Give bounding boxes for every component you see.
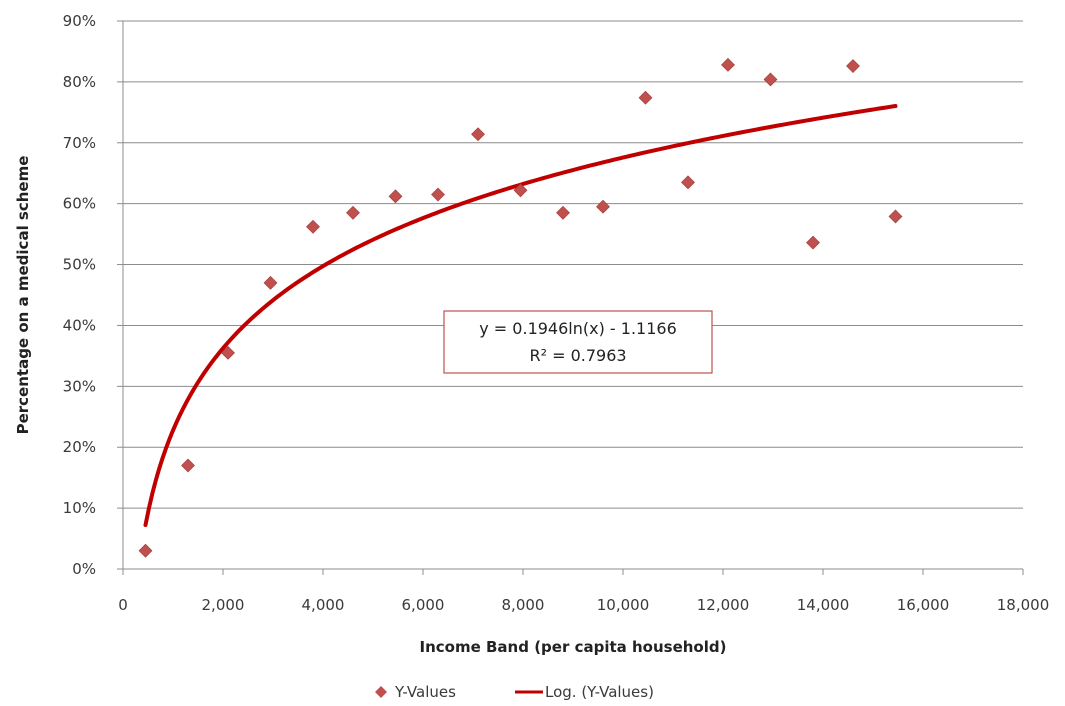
x-tick-label: 4,000 bbox=[302, 596, 345, 614]
x-tick-label: 18,000 bbox=[997, 596, 1050, 614]
r-squared-label: R² = 0.7963 bbox=[529, 346, 626, 365]
y-tick-label: 40% bbox=[63, 316, 96, 334]
data-point bbox=[596, 199, 610, 214]
gridlines bbox=[117, 20, 1023, 570]
legend-label-log-trend: Log. (Y-Values) bbox=[545, 683, 654, 701]
data-point bbox=[556, 205, 570, 220]
x-tick-label: 8,000 bbox=[502, 596, 545, 614]
data-point bbox=[681, 175, 695, 190]
data-point bbox=[346, 205, 360, 220]
data-point bbox=[431, 187, 445, 202]
x-tick-label: 14,000 bbox=[797, 596, 850, 614]
data-point bbox=[181, 458, 195, 473]
y-tick-label: 20% bbox=[63, 438, 96, 456]
data-point bbox=[721, 57, 735, 72]
y-tick-label: 50% bbox=[63, 256, 96, 274]
y-tick-label: 90% bbox=[63, 12, 96, 30]
trendline-equation: y = 0.1946ln(x) - 1.1166 bbox=[479, 319, 677, 338]
legend-label-y-values: Y-Values bbox=[394, 683, 456, 701]
scatter-points bbox=[138, 57, 903, 558]
y-tick-label: 0% bbox=[72, 560, 96, 578]
data-point bbox=[806, 235, 820, 250]
data-point bbox=[221, 345, 235, 360]
y-tick-labels: 0% 10% 20% 30% 40% 50% 60% 70% 80% 90% bbox=[63, 12, 96, 578]
data-point bbox=[388, 189, 403, 204]
x-tick-label: 6,000 bbox=[402, 596, 445, 614]
x-tick-label: 2,000 bbox=[202, 596, 245, 614]
data-point bbox=[638, 90, 653, 105]
data-point bbox=[513, 183, 528, 198]
data-point bbox=[846, 59, 860, 73]
data-point bbox=[263, 275, 278, 290]
y-axis-title: Percentage on a medical scheme bbox=[14, 156, 32, 435]
x-tick-label: 12,000 bbox=[697, 596, 750, 614]
data-point bbox=[763, 72, 778, 87]
y-tick-label: 10% bbox=[63, 499, 96, 517]
y-tick-label: 70% bbox=[63, 134, 96, 152]
x-tick-label: 10,000 bbox=[597, 596, 650, 614]
equation-box-border bbox=[443, 310, 713, 374]
axes bbox=[122, 21, 1024, 575]
y-tick-label: 60% bbox=[63, 195, 96, 213]
legend-diamond-icon bbox=[375, 686, 387, 698]
x-tick-label: 16,000 bbox=[897, 596, 950, 614]
equation-box: y = 0.1946ln(x) - 1.1166 R² = 0.7963 bbox=[443, 310, 713, 374]
data-point bbox=[306, 219, 320, 234]
data-point bbox=[888, 209, 903, 224]
data-point bbox=[138, 543, 153, 558]
x-tick-labels: 0 2,000 4,000 6,000 8,000 10,000 12,000 14,000 1… bbox=[118, 596, 1049, 614]
y-tick-label: 30% bbox=[63, 377, 96, 395]
x-axis-title: Income Band (per capita household) bbox=[420, 638, 727, 656]
data-point bbox=[471, 127, 485, 142]
y-tick-label: 80% bbox=[63, 73, 96, 91]
legend: Y-Values Log. (Y-Values) bbox=[375, 683, 654, 701]
x-tick-label: 0 bbox=[118, 596, 128, 614]
